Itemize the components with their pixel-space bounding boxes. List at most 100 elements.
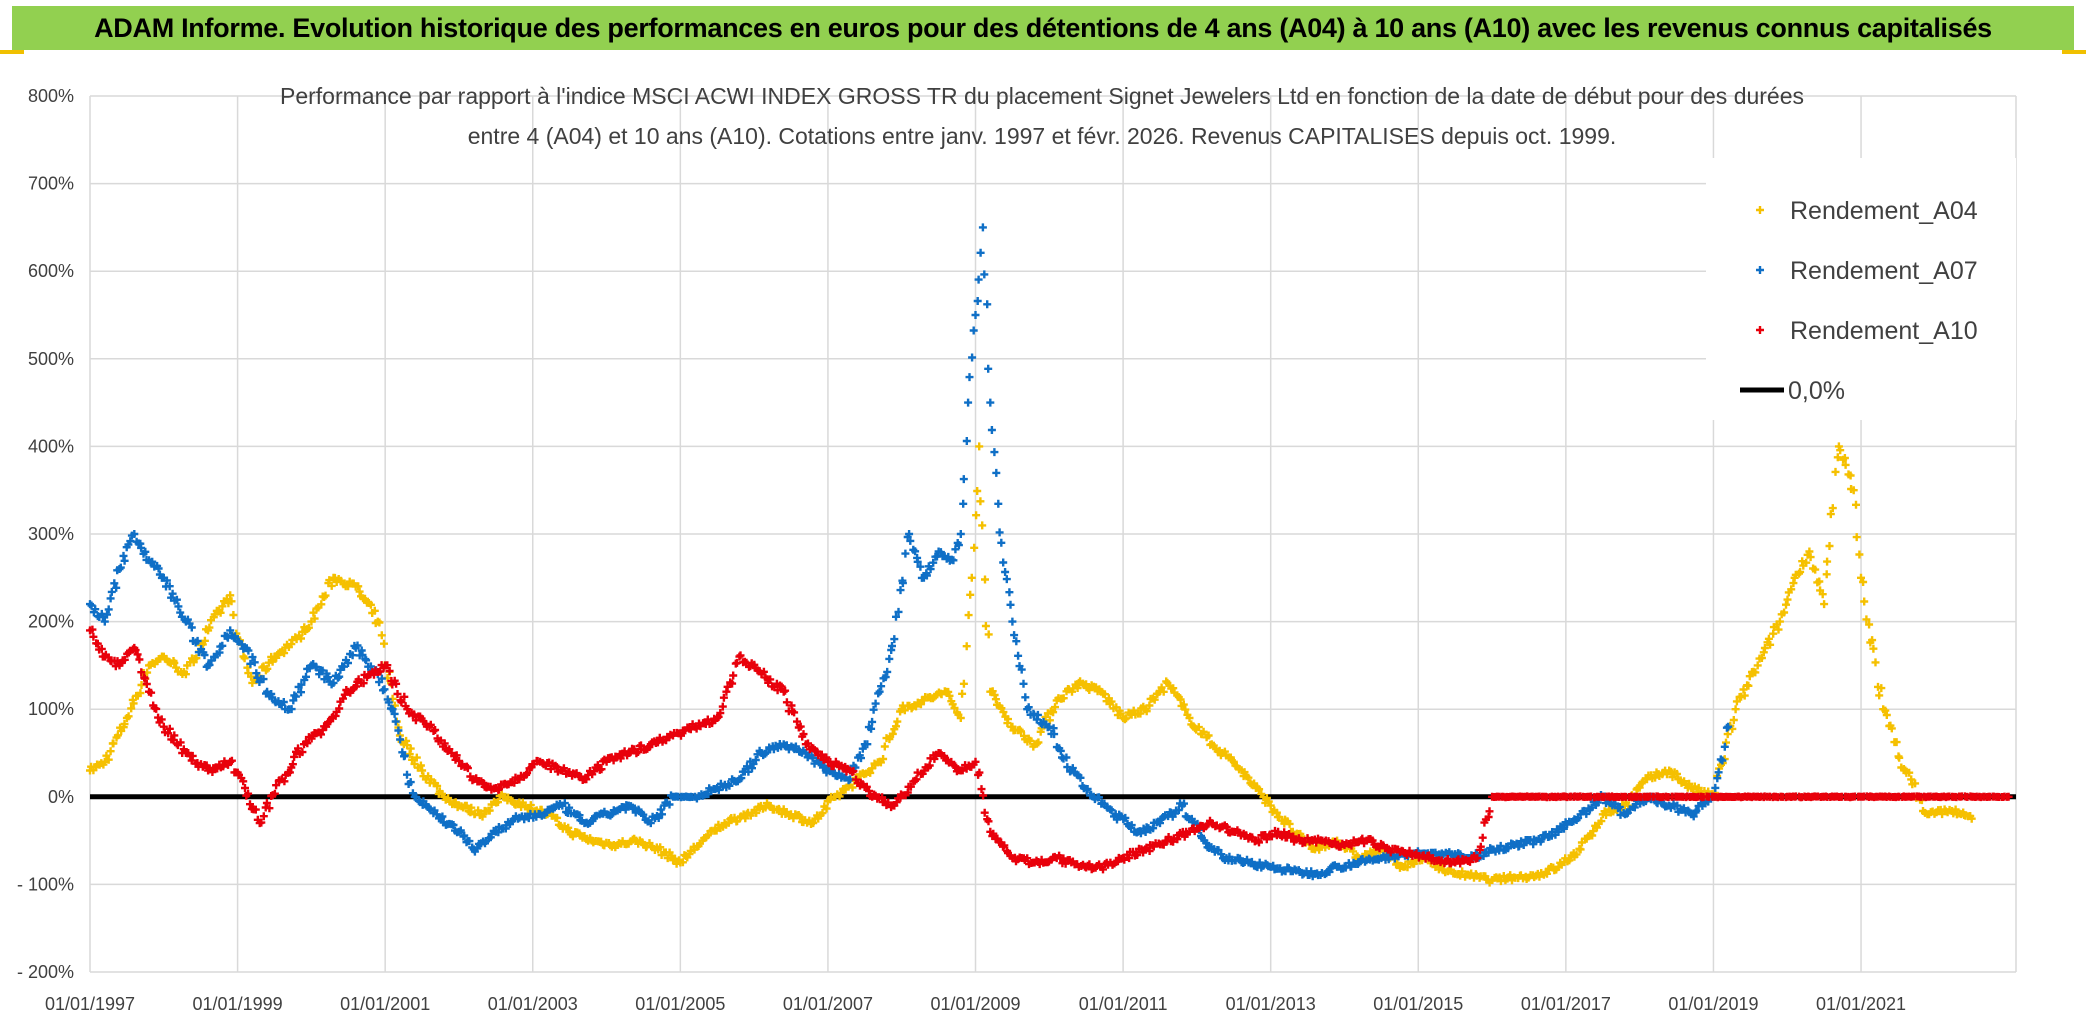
point-Rendement_A10 <box>781 686 790 695</box>
point-Rendement_A10 <box>1478 833 1487 842</box>
point-Rendement_A07 <box>120 556 129 565</box>
point-Rendement_A10 <box>523 769 532 778</box>
point-Rendement_A04 <box>1780 608 1789 617</box>
point-Rendement_A04 <box>1782 600 1790 609</box>
point-Rendement_A04 <box>1169 684 1178 693</box>
point-Rendement_A04 <box>1787 585 1796 594</box>
point-Rendement_A07 <box>1225 852 1234 861</box>
point-Rendement_A07 <box>892 612 900 621</box>
point-Rendement_A07 <box>1156 819 1164 828</box>
point-Rendement_A10 <box>244 789 253 798</box>
point-Rendement_A10 <box>317 730 325 739</box>
point-Rendement_A10 <box>188 751 197 760</box>
point-Rendement_A07 <box>1014 651 1023 660</box>
x-tick-label: 01/01/2019 <box>1668 994 1758 1014</box>
point-Rendement_A07 <box>263 687 272 696</box>
point-Rendement_A07 <box>877 682 886 691</box>
point-Rendement_A10 <box>385 667 394 675</box>
point-Rendement_A10 <box>759 667 768 676</box>
point-Rendement_A07 <box>162 576 171 585</box>
point-Rendement_A10 <box>135 655 144 664</box>
point-Rendement_A07 <box>406 778 415 787</box>
point-Rendement_A07 <box>1554 827 1563 836</box>
point-Rendement_A04 <box>320 593 329 601</box>
point-Rendement_A04 <box>129 699 138 708</box>
point-Rendement_A04 <box>956 714 965 722</box>
point-Rendement_A04 <box>1731 705 1740 714</box>
point-Rendement_A07 <box>130 530 139 538</box>
x-tick-label: 01/01/2013 <box>1226 994 1316 1014</box>
point-Rendement_A07 <box>858 744 867 753</box>
point-Rendement_A10 <box>766 675 775 684</box>
point-Rendement_A07 <box>1050 730 1059 739</box>
point-Rendement_A07 <box>743 762 751 771</box>
point-Rendement_A10 <box>431 726 440 734</box>
point-Rendement_A07 <box>868 717 877 726</box>
point-Rendement_A10 <box>403 705 412 714</box>
point-Rendement_A10 <box>280 777 289 786</box>
point-Rendement_A04 <box>1157 683 1166 692</box>
point-Rendement_A04 <box>967 573 976 582</box>
chart-title-line1: Performance par rapport à l'indice MSCI … <box>280 83 1804 109</box>
point-Rendement_A07 <box>1001 568 1010 576</box>
point-Rendement_A04 <box>1875 691 1884 700</box>
point-Rendement_A07 <box>956 530 965 538</box>
point-Rendement_A10 <box>892 798 901 807</box>
point-Rendement_A07 <box>250 658 259 667</box>
point-Rendement_A07 <box>1033 710 1042 719</box>
point-Rendement_A10 <box>718 702 727 711</box>
point-Rendement_A07 <box>560 799 569 808</box>
point-Rendement_A04 <box>1753 661 1762 670</box>
point-Rendement_A10 <box>736 651 745 660</box>
point-Rendement_A07 <box>353 641 362 650</box>
point-Rendement_A07 <box>1012 637 1021 646</box>
point-Rendement_A04 <box>1315 845 1324 854</box>
point-Rendement_A07 <box>115 565 124 573</box>
point-Rendement_A04 <box>1865 620 1874 629</box>
point-Rendement_A04 <box>752 808 761 817</box>
point-Rendement_A10 <box>272 781 281 790</box>
point-Rendement_A10 <box>97 644 106 653</box>
point-Rendement_A04 <box>1740 691 1749 700</box>
point-Rendement_A10 <box>793 717 801 726</box>
point-Rendement_A04 <box>1576 845 1585 854</box>
point-Rendement_A10 <box>410 710 419 719</box>
point-Rendement_A10 <box>303 739 312 748</box>
y-tick-label: 100% <box>28 699 74 719</box>
point-Rendement_A10 <box>392 679 401 688</box>
point-Rendement_A04 <box>1833 453 1842 462</box>
point-Rendement_A10 <box>370 670 378 679</box>
point-Rendement_A10 <box>426 720 435 729</box>
point-Rendement_A07 <box>168 589 177 598</box>
point-Rendement_A07 <box>761 749 770 758</box>
point-Rendement_A04 <box>1852 500 1860 509</box>
point-Rendement_A07 <box>391 717 400 726</box>
point-Rendement_A10 <box>265 804 274 813</box>
x-tick-label: 01/01/2015 <box>1373 994 1463 1014</box>
point-Rendement_A10 <box>616 754 625 763</box>
point-Rendement_A07 <box>137 543 146 552</box>
point-Rendement_A04 <box>900 706 909 715</box>
point-Rendement_A10 <box>822 753 831 762</box>
point-Rendement_A04 <box>1869 644 1878 653</box>
banner-accent-left <box>0 50 24 54</box>
axes: 800% 700% 600% 500% 400% 300% 200% 100% 0% - 100%… <box>17 86 1906 1014</box>
point-Rendement_A04 <box>263 664 272 673</box>
point-Rendement_A04 <box>1775 617 1784 626</box>
point-Rendement_A07 <box>999 558 1008 567</box>
point-Rendement_A07 <box>994 499 1003 508</box>
point-Rendement_A10 <box>147 688 156 697</box>
point-Rendement_A10 <box>120 655 129 664</box>
point-Rendement_A07 <box>894 607 903 616</box>
point-Rendement_A10 <box>152 704 161 713</box>
point-Rendement_A10 <box>989 829 998 838</box>
point-Rendement_A07 <box>1519 841 1528 849</box>
point-Rendement_A04 <box>380 639 388 648</box>
point-Rendement_A04 <box>229 611 238 619</box>
point-Rendement_A04 <box>981 575 989 584</box>
point-Rendement_A10 <box>804 739 812 748</box>
point-Rendement_A10 <box>176 738 185 747</box>
point-Rendement_A04 <box>240 654 249 663</box>
point-Rendement_A07 <box>782 741 791 750</box>
